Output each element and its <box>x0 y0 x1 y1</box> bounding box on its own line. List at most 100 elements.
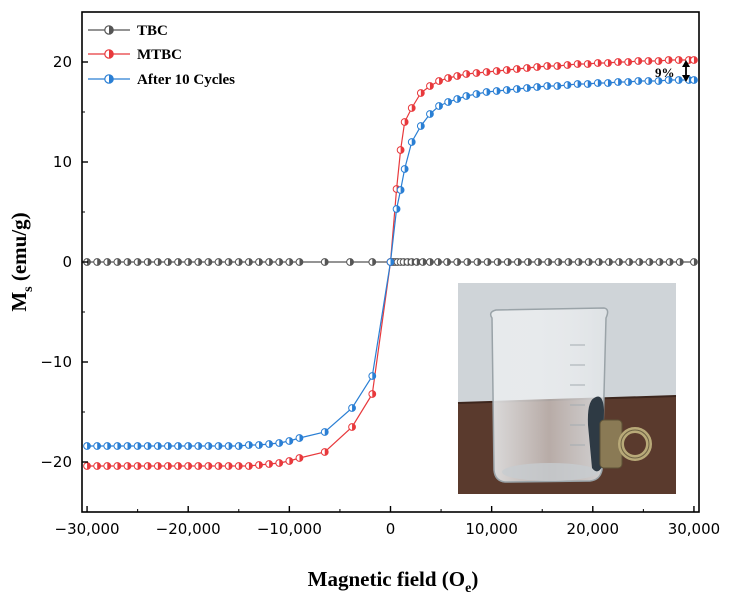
data-point <box>224 462 233 470</box>
data-point <box>244 441 253 449</box>
legend-item-tbc: TBC <box>88 23 168 39</box>
data-point <box>93 258 102 266</box>
data-point <box>614 58 622 66</box>
data-point <box>133 258 142 266</box>
data-point <box>563 61 572 69</box>
data-point <box>234 462 243 470</box>
data-point <box>634 57 643 65</box>
data-point <box>690 56 698 64</box>
data-point <box>194 442 203 450</box>
data-point <box>544 258 553 266</box>
data-point <box>553 62 562 70</box>
data-point <box>346 258 354 266</box>
data-point <box>462 92 471 100</box>
data-point <box>103 258 112 266</box>
data-point <box>523 84 531 92</box>
data-point <box>472 69 481 77</box>
data-point <box>412 258 421 266</box>
data-point <box>275 439 284 447</box>
data-point <box>426 110 434 118</box>
data-point <box>533 83 542 91</box>
data-point <box>472 90 481 98</box>
data-point <box>594 258 603 266</box>
data-point <box>164 258 172 266</box>
data-point <box>368 390 377 398</box>
data-point <box>400 165 409 173</box>
data-point <box>604 79 612 87</box>
legend: TBC MTBC After 10 Cycles <box>88 23 235 88</box>
data-point <box>386 258 395 266</box>
x-tick-label: 20,000 <box>567 520 620 538</box>
data-point <box>255 461 263 469</box>
data-point <box>473 258 482 266</box>
data-point <box>502 86 511 94</box>
data-point <box>400 118 409 126</box>
y-tick-label: 0 <box>62 253 72 271</box>
legend-item-after-10-cycles: After 10 Cycles <box>88 72 235 88</box>
data-point <box>583 60 592 68</box>
data-point <box>675 258 684 266</box>
data-point <box>426 82 434 90</box>
data-point <box>593 79 602 87</box>
data-point <box>533 63 542 71</box>
data-point <box>435 77 443 85</box>
data-point <box>604 59 612 67</box>
data-point <box>573 60 582 68</box>
data-point <box>234 258 243 266</box>
data-point <box>234 442 243 450</box>
data-point <box>614 78 622 86</box>
data-point <box>434 258 442 266</box>
data-point <box>493 258 502 266</box>
data-point <box>184 258 193 266</box>
data-point <box>123 258 132 266</box>
data-point <box>265 258 274 266</box>
data-point <box>624 58 633 66</box>
data-point <box>320 428 329 436</box>
data-point <box>426 258 434 266</box>
data-point <box>502 66 511 74</box>
data-point <box>164 442 172 450</box>
data-point <box>285 258 294 266</box>
y-tick-label: −20 <box>40 453 72 471</box>
data-point <box>418 258 427 266</box>
data-point <box>513 85 521 93</box>
data-point <box>524 258 532 266</box>
data-point <box>453 258 462 266</box>
data-point <box>482 68 491 76</box>
data-point <box>593 59 602 67</box>
data-point <box>224 258 233 266</box>
data-point <box>214 258 223 266</box>
data-point <box>255 441 263 449</box>
data-point <box>123 462 132 470</box>
data-point <box>664 76 673 84</box>
data-point <box>83 462 91 470</box>
data-point <box>194 258 203 266</box>
data-point <box>143 462 152 470</box>
data-point <box>396 146 405 154</box>
data-point <box>103 442 112 450</box>
legend-label-after-10-cycles: After 10 Cycles <box>137 72 235 88</box>
data-point <box>214 462 223 470</box>
data-point <box>514 258 522 266</box>
data-point <box>674 76 683 84</box>
data-point <box>396 186 405 194</box>
data-point <box>123 442 132 450</box>
data-point <box>690 258 698 266</box>
data-point <box>564 258 573 266</box>
data-point <box>635 258 644 266</box>
data-point <box>153 258 162 266</box>
data-point <box>255 258 263 266</box>
data-point <box>407 138 416 146</box>
data-point <box>634 77 643 85</box>
data-point <box>463 258 472 266</box>
data-point <box>320 448 329 456</box>
data-point <box>435 102 443 110</box>
data-point <box>664 56 673 64</box>
series-mtbc <box>83 56 698 470</box>
data-point <box>320 258 329 266</box>
data-point <box>113 258 122 266</box>
legend-label-tbc: TBC <box>137 23 168 39</box>
data-point <box>690 76 698 84</box>
data-point <box>624 78 633 86</box>
data-point <box>103 462 112 470</box>
